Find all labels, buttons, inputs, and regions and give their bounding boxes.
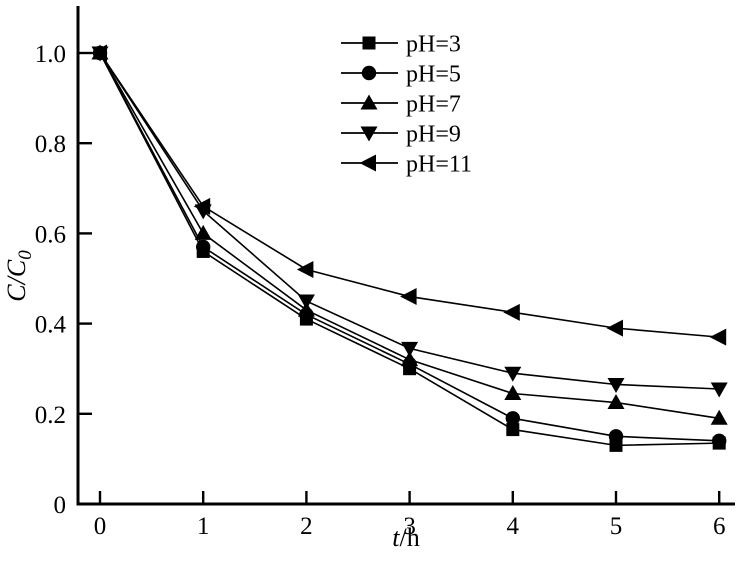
data-point-marker <box>710 382 728 398</box>
legend-label: pH=3 <box>406 32 461 58</box>
data-point-marker <box>297 294 315 310</box>
legend-marker <box>362 36 376 50</box>
legend-item-pH=9: pH=9 <box>341 122 461 148</box>
legend-item-pH=11: pH=11 <box>341 152 472 178</box>
y-tick-label: 0.8 <box>35 131 66 158</box>
legend-label: pH=7 <box>406 92 461 118</box>
data-point-marker <box>607 394 625 410</box>
data-point-marker <box>401 351 419 367</box>
data-point-marker <box>296 260 314 278</box>
x-tick-label: 3 <box>403 513 416 540</box>
y-tick-label: 0.6 <box>35 221 66 248</box>
series-pH=11 <box>90 44 727 346</box>
legend-label: pH=11 <box>406 152 472 178</box>
x-tick-label: 6 <box>713 513 726 540</box>
data-point-marker <box>194 224 212 240</box>
legend-label: pH=5 <box>406 62 461 88</box>
legend-label: pH=9 <box>406 122 461 148</box>
data-point-marker <box>401 341 419 357</box>
y-tick-label: 1.0 <box>35 41 66 68</box>
data-point-marker <box>608 429 624 444</box>
x-tick-label: 4 <box>507 513 520 540</box>
data-point-marker <box>506 423 520 437</box>
legend-marker <box>361 65 377 81</box>
data-point-marker <box>709 328 727 346</box>
y-tick-label: 0 <box>54 492 67 519</box>
legend-item-pH=3: pH=3 <box>341 32 461 58</box>
legend-marker <box>359 154 376 172</box>
data-point-marker <box>400 288 417 306</box>
data-point-marker <box>503 303 520 321</box>
data-point-marker <box>504 385 522 401</box>
data-point-marker <box>712 433 727 449</box>
x-axis-label: t/h <box>392 523 419 552</box>
legend-marker <box>360 94 378 110</box>
x-tick-label: 5 <box>610 513 623 540</box>
axes: 0 0.2 0.4 0.6 0.8 1.0 0 1 2 3 4 5 6 <box>35 6 735 540</box>
y-tick-label: 0.2 <box>35 402 66 429</box>
legend-item-pH=7: pH=7 <box>341 92 461 118</box>
legend-item-pH=5: pH=5 <box>341 62 461 88</box>
y-tick-label: 0.4 <box>35 312 67 339</box>
data-point-marker <box>193 197 211 215</box>
data-point-marker <box>606 319 623 337</box>
x-tick-label: 2 <box>300 513 313 540</box>
legend-marker <box>360 126 378 142</box>
data-point-marker <box>607 377 625 393</box>
y-axis-label: C/C0 <box>2 250 36 302</box>
legend: pH=3 pH=5 pH=7 pH=9 pH=11 <box>341 32 472 178</box>
data-point-marker <box>196 239 211 255</box>
x-tick-label: 1 <box>197 513 210 540</box>
data-point-marker <box>710 409 728 425</box>
x-tick-label: 0 <box>94 513 107 540</box>
data-point-marker <box>90 44 107 62</box>
data-point-marker <box>504 366 522 382</box>
data-point-marker <box>505 411 520 426</box>
